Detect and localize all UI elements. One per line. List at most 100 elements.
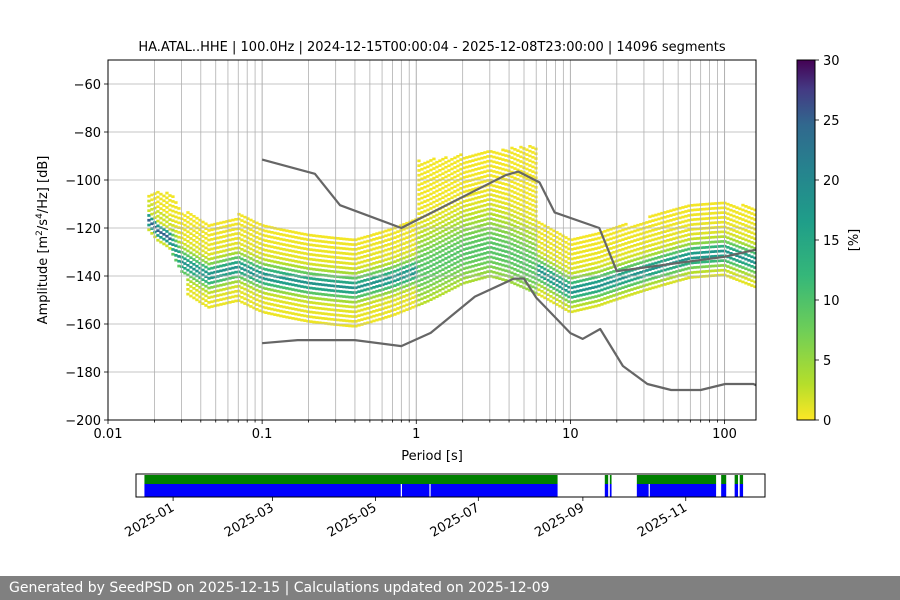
heat-cell (456, 236, 460, 240)
heat-cell (378, 284, 382, 287)
heat-cell (171, 195, 175, 198)
heat-cell (612, 255, 616, 259)
heat-cell (492, 222, 496, 226)
heat-cell (186, 230, 190, 234)
heat-cell (666, 239, 670, 242)
heat-cell (504, 192, 508, 196)
heat-cell (435, 295, 439, 298)
heat-cell (450, 158, 454, 161)
heat-cell (387, 238, 391, 241)
heat-cell (162, 209, 166, 212)
heat-cell (330, 318, 334, 321)
heat-cell (543, 234, 547, 237)
heat-cell (189, 280, 193, 283)
heat-cell (240, 262, 244, 266)
heat-cell (528, 197, 532, 201)
heat-cell (156, 190, 160, 194)
heat-cell (489, 260, 493, 264)
heat-cell (438, 260, 442, 263)
heat-cell (474, 172, 478, 176)
heat-cell (645, 245, 649, 248)
heat-cell (360, 251, 364, 254)
heat-cell (372, 238, 376, 241)
heat-cell (516, 173, 520, 176)
heat-cell (510, 151, 514, 155)
heat-cell (636, 262, 640, 265)
heat-cell (264, 268, 268, 271)
heat-cell (213, 280, 217, 284)
heat-cell (213, 294, 217, 298)
heat-cell (312, 282, 316, 285)
heat-cell (396, 302, 400, 305)
heat-cell (501, 182, 505, 185)
heat-cell (633, 239, 637, 242)
heat-cell (501, 196, 505, 200)
heat-cell (501, 220, 505, 224)
heat-cell (249, 218, 253, 222)
heat-cell (441, 186, 445, 190)
heat-cell (303, 304, 307, 308)
heat-cell (378, 265, 382, 268)
heat-cell (219, 235, 223, 239)
heat-cell (597, 246, 601, 250)
heat-cell (549, 232, 553, 236)
heat-cell (261, 262, 265, 266)
heat-cell (294, 293, 298, 297)
heat-cell (291, 235, 295, 239)
heat-cell (192, 248, 196, 252)
heat-cell (438, 250, 442, 254)
heat-cell (303, 300, 307, 303)
heat-cell (549, 266, 553, 269)
heat-cell (225, 282, 229, 286)
heat-cell (537, 230, 541, 234)
heat-cell (720, 268, 724, 272)
heat-cell (618, 234, 622, 238)
heat-cell (546, 254, 550, 258)
heat-cell (432, 292, 436, 295)
heat-cell (267, 264, 271, 267)
heat-cell (585, 244, 589, 248)
heat-cell (189, 217, 193, 221)
heat-cell (693, 227, 697, 231)
heat-cell (174, 215, 178, 219)
heat-cell (165, 201, 169, 204)
heat-cell (576, 304, 580, 307)
heat-cell (372, 262, 376, 265)
heat-cell (669, 209, 673, 213)
heat-cell (363, 235, 367, 239)
heat-cell (462, 185, 466, 189)
heat-cell (696, 208, 700, 211)
heat-cell (603, 244, 607, 247)
heat-cell (429, 250, 433, 253)
heat-cell (417, 245, 421, 249)
heat-cell (462, 200, 466, 203)
heat-cell (477, 248, 481, 252)
heat-cell (270, 264, 274, 268)
heat-cell (432, 196, 436, 199)
heat-cell (687, 276, 691, 280)
heat-cell (411, 286, 415, 290)
heat-cell (594, 285, 598, 289)
heat-cell (396, 307, 400, 310)
y-axis-ticks: −60−80−100−120−140−160−180−200 (65, 78, 108, 429)
heat-cell (228, 243, 232, 247)
heat-cell (150, 208, 154, 211)
heat-cell (738, 279, 742, 283)
heat-cell (447, 231, 451, 235)
heat-cell (561, 287, 565, 290)
heat-cell (558, 242, 562, 246)
heat-cell (657, 236, 661, 240)
heat-cell (171, 248, 175, 251)
heat-cell (711, 269, 715, 273)
heat-cell (594, 290, 598, 294)
heat-cell (252, 253, 256, 257)
heat-cell (216, 260, 220, 264)
heat-cell (726, 250, 730, 254)
heat-cell (501, 230, 505, 233)
heat-cell (621, 291, 625, 294)
heat-cell (681, 234, 685, 238)
heat-cell (375, 313, 379, 317)
heat-cell (483, 218, 487, 222)
heat-cell (633, 282, 637, 286)
heat-cell (192, 287, 196, 290)
